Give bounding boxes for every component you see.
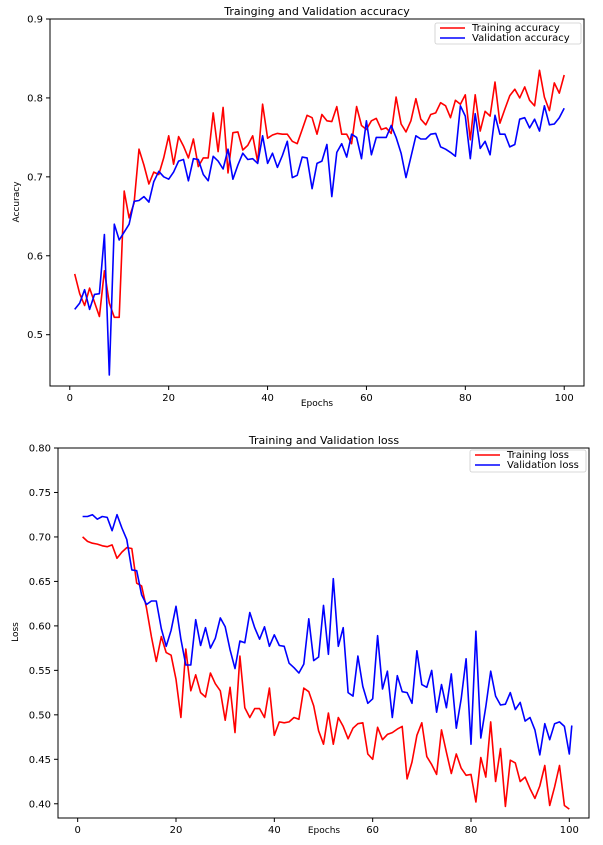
legend-label-training-accuracy: Training accuracy: [471, 23, 560, 34]
loss-x-tick-label: 20: [170, 825, 183, 836]
accuracy-x-tick-label: 40: [261, 393, 274, 404]
loss-y-tick-label: 0.45: [29, 755, 51, 766]
accuracy-x-tick-label: 0: [67, 393, 73, 404]
loss-y-tick-label: 0.65: [29, 577, 51, 588]
loss-x-tick-label: 80: [465, 825, 478, 836]
legend-label-validation-loss: Validation loss: [507, 460, 579, 471]
accuracy-y-tick-label: 0.7: [27, 172, 43, 183]
loss-x-tick-label: 100: [560, 825, 579, 836]
accuracy-y-axis-label: Accuracy: [12, 181, 22, 223]
loss-y-tick-label: 0.55: [29, 666, 51, 677]
accuracy-y-tick-label: 0.6: [27, 251, 43, 262]
loss-chart-title: Training and Validation loss: [248, 434, 399, 447]
accuracy-series: [73, 69, 565, 376]
accuracy-ticks: 0 20 40 60 80 100 0.5 0.6 0.7 0.8 0.9: [27, 15, 574, 405]
accuracy-legend: Training accuracy Validation accuracy: [434, 22, 582, 45]
accuracy-legend-box: [434, 22, 582, 45]
loss-y-tick-label: 0.50: [29, 710, 51, 721]
legend-label-training-loss: Training loss: [506, 450, 569, 461]
legend-label-validation-accuracy: Validation accuracy: [472, 33, 570, 44]
loss-x-tick-label: 40: [268, 825, 281, 836]
accuracy-y-tick-label: 0.5: [27, 330, 43, 341]
loss-legend: Training loss Validation loss: [469, 449, 587, 473]
accuracy-x-tick-label: 80: [459, 393, 472, 404]
loss-ticks: 0 20 40 60 80 100 0.40 0.45 0.50 0.55 0.60 0.65 0.70…: [29, 444, 579, 837]
loss-y-tick-label: 0.70: [29, 532, 51, 543]
loss-chart: Training and Validation loss Epochs Loss…: [11, 434, 590, 837]
loss-y-tick-label: 0.75: [29, 488, 51, 499]
loss-plot-frame: [57, 447, 590, 819]
accuracy-series-training-accuracy: [73, 69, 565, 319]
loss-y-tick-label: 0.80: [29, 444, 51, 455]
loss-series-training-loss: [82, 536, 570, 810]
loss-series-validation-loss: [82, 513, 573, 756]
loss-x-tick-label: 60: [366, 825, 379, 836]
accuracy-plot-frame: [49, 18, 585, 387]
accuracy-x-axis-label: Epochs: [301, 399, 334, 409]
loss-series: [82, 513, 573, 810]
loss-x-axis-label: Epochs: [308, 826, 341, 836]
accuracy-chart-title: Trainging and Validation accuracy: [223, 5, 410, 18]
loss-x-tick-label: 0: [74, 825, 80, 836]
loss-y-axis-label: Loss: [11, 622, 21, 642]
accuracy-chart: Trainging and Validation accuracy Epochs…: [12, 5, 585, 409]
accuracy-y-tick-label: 0.9: [27, 15, 43, 26]
accuracy-x-tick-label: 100: [555, 393, 574, 404]
accuracy-x-tick-label: 60: [360, 393, 373, 404]
accuracy-x-tick-label: 20: [162, 393, 175, 404]
accuracy-y-tick-label: 0.8: [27, 93, 43, 104]
loss-y-tick-label: 0.60: [29, 621, 51, 632]
loss-y-tick-label: 0.40: [29, 799, 51, 810]
accuracy-series-validation-accuracy: [74, 105, 565, 376]
